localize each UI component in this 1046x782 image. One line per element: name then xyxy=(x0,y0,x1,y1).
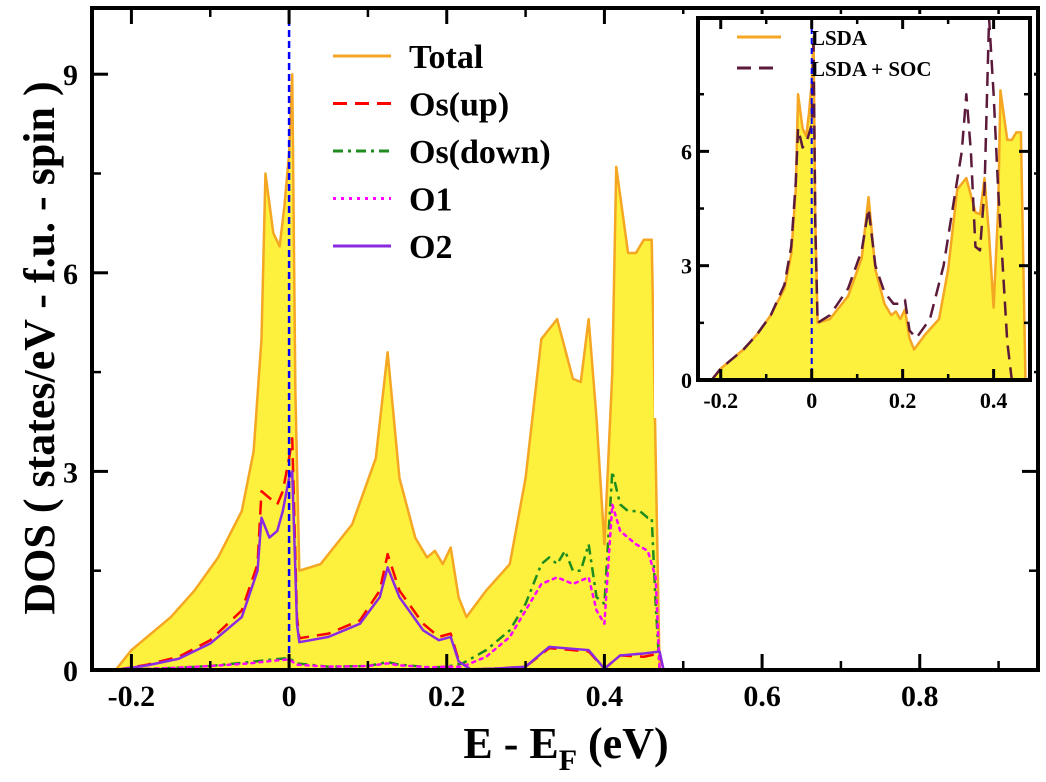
y-axis-title: DOS ( states/eV - f.u. - spin ) xyxy=(15,81,64,614)
y-tick-label: 6 xyxy=(63,258,78,291)
inset-plot: -0.2 0 0.2 0.4 0 3 6 LSDA LSDA + SOC xyxy=(654,14,1034,418)
x-tick-label: 0.6 xyxy=(743,680,781,713)
y-tick-label: 6 xyxy=(681,139,692,164)
legend-label-os-down: Os(down) xyxy=(409,134,551,171)
series-line-o1 xyxy=(114,503,661,672)
inset-ticks-group: -0.2 0 0.2 0.4 0 3 6 xyxy=(681,18,1030,413)
x-tick-label: 0 xyxy=(282,680,297,713)
x-axis-title-unit: (eV) xyxy=(577,719,669,768)
inset-legend: LSDA LSDA + SOC xyxy=(737,26,932,81)
x-tick-label: -0.2 xyxy=(108,680,156,713)
x-axis-title: E - EF (eV) xyxy=(463,719,668,777)
y-tick-label: 3 xyxy=(681,254,692,279)
x-axis-title-main: E - E xyxy=(463,719,558,768)
x-tick-label: 0 xyxy=(806,388,817,413)
inset-series-group xyxy=(710,16,1027,381)
legend-label-os-up: Os(up) xyxy=(409,87,509,124)
x-tick-label: 0.2 xyxy=(428,680,466,713)
x-tick-label: -0.2 xyxy=(703,388,738,413)
legend-label-lsda-soc: LSDA + SOC xyxy=(811,57,932,81)
legend-label-lsda: LSDA xyxy=(811,26,868,50)
main-plot-frame xyxy=(90,6,1040,672)
series-line-total xyxy=(114,72,661,671)
y-tick-label: 3 xyxy=(63,456,78,489)
y-tick-label: 0 xyxy=(63,655,78,688)
main-plot: -0.2 0 0.2 0.4 0.6 0.8 0 3 6 9 Total Os(up) Os(down… xyxy=(63,6,1040,713)
y-tick-label: 0 xyxy=(681,368,692,393)
series-line-lsda-soc xyxy=(710,16,1014,381)
legend-label-o2: O2 xyxy=(409,229,452,266)
main-legend: Total Os(up) Os(down) O1 O2 xyxy=(333,39,551,266)
legend-label-o1: O1 xyxy=(409,182,452,219)
legend-label-total: Total xyxy=(409,39,483,76)
x-tick-label: 0.8 xyxy=(901,680,939,713)
x-axis-title-sub: F xyxy=(559,744,577,777)
main-ticks-group: -0.2 0 0.2 0.4 0.6 0.8 0 3 6 9 xyxy=(63,8,1038,713)
y-tick-label: 9 xyxy=(63,59,78,92)
main-series-group xyxy=(114,72,665,672)
x-tick-label: 0.2 xyxy=(889,388,917,413)
series-fill-total xyxy=(115,74,660,670)
x-tick-label: 0.4 xyxy=(586,680,624,713)
inset-plot-frame xyxy=(696,16,1032,382)
series-line-o2 xyxy=(115,470,665,672)
x-tick-label: 0.4 xyxy=(980,388,1008,413)
